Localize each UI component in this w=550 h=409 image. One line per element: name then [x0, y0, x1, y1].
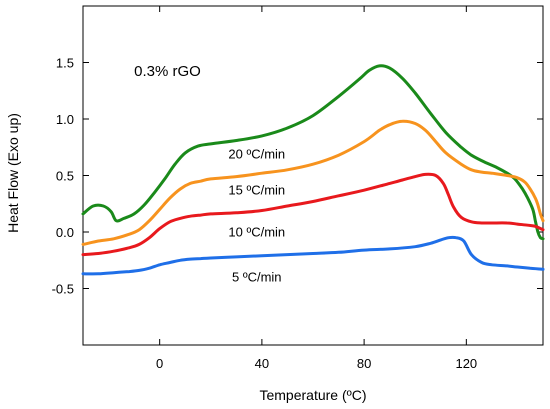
- axis-tick-labels: 0 40 80 120 -0.5 0.0 0.5 1.0 1.5: [52, 56, 478, 372]
- y-tick-label: 1.5: [56, 56, 74, 71]
- series-line-2: [81, 172, 545, 257]
- y-tick-label: 0.0: [56, 225, 74, 240]
- y-tick-label: 1.0: [56, 112, 74, 127]
- series-label-2: 10 ºC/min: [228, 225, 285, 240]
- sample-annotation: 0.3% rGO: [134, 63, 201, 80]
- x-tick-label: 40: [255, 356, 269, 371]
- x-tick-label: 120: [455, 356, 477, 371]
- y-tick-label: 0.5: [56, 169, 74, 184]
- series-line-3: [81, 235, 545, 276]
- series-label-3: 5 ºC/min: [232, 270, 282, 285]
- y-tick-label: -0.5: [52, 282, 74, 297]
- x-tick-label: 80: [357, 356, 371, 371]
- x-tick-label: 0: [156, 356, 163, 371]
- x-axis-title: Temperature (ºC): [259, 387, 366, 403]
- series-label-0: 20 ºC/min: [228, 147, 285, 162]
- series-line-1: [81, 119, 545, 246]
- series-line-0: [81, 64, 545, 241]
- y-axis-title: Heat Flow (Exo up): [5, 113, 21, 233]
- series-labels: 20 ºC/min 15 ºC/min 10 ºC/min 5 ºC/min: [228, 147, 285, 285]
- series-lines: [81, 64, 545, 276]
- axis-ticks: [83, 6, 543, 345]
- series-label-1: 15 ºC/min: [228, 183, 285, 198]
